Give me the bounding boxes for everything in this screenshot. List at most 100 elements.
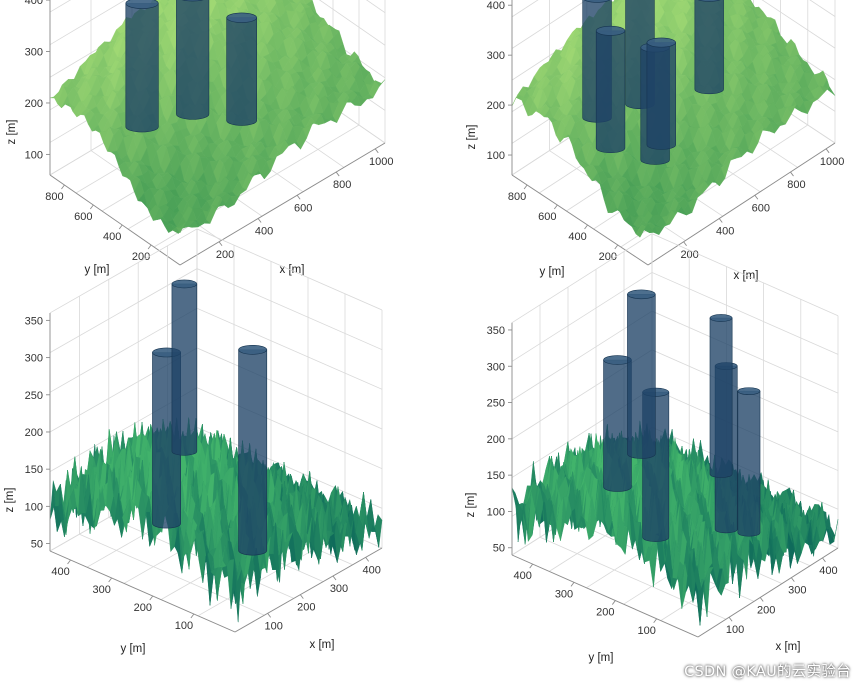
y-tick-mark xyxy=(67,559,71,565)
y-tick-label: 400 xyxy=(51,566,69,578)
x-tick-mark xyxy=(728,616,733,622)
obstacle-top xyxy=(627,289,656,300)
y-tick-label: 600 xyxy=(74,211,92,223)
x-tick-mark xyxy=(267,613,272,618)
x-tick-mark xyxy=(218,241,223,247)
x-axis-line xyxy=(179,142,386,266)
y-axis-line xyxy=(49,550,236,633)
obstacle-cylinder xyxy=(125,0,159,133)
terrain-surface xyxy=(49,0,386,234)
x-tick-label: 200 xyxy=(216,249,234,261)
y-tick-mark xyxy=(147,244,152,250)
chart-panel-1: 200 400 600 800 1000 200 400 600 800 100 200 300 400… xyxy=(6,0,393,276)
x-tick-label: 400 xyxy=(819,565,837,577)
x-tick-label: 800 xyxy=(787,179,805,191)
obstacle-body xyxy=(226,17,257,126)
y-axis-label: y [m] xyxy=(85,264,110,276)
y-tick-mark xyxy=(118,224,123,230)
x-tick-mark xyxy=(754,195,759,200)
back-wall-gridline xyxy=(511,310,839,401)
axes: 100 200 300 400 100 200 300 400 50 100 150 200 250 30… xyxy=(4,312,383,655)
obstacle-cylinder xyxy=(226,12,257,126)
x-tick-label: 800 xyxy=(333,179,351,191)
obstacle-cylinder xyxy=(694,0,724,95)
z-tick-label: 200 xyxy=(25,427,43,439)
x-tick-mark xyxy=(299,594,304,599)
obstacle-top xyxy=(238,344,268,355)
obstacle-cylinder xyxy=(603,355,632,492)
y-tick-mark xyxy=(108,577,113,583)
y-tick-mark xyxy=(190,613,195,619)
back-wall-gridline xyxy=(49,347,383,433)
obstacle-body xyxy=(603,359,632,492)
x-tick-label: 1000 xyxy=(820,156,844,168)
z-tick-label: 250 xyxy=(25,390,43,402)
obstacle-cylinder xyxy=(176,0,210,120)
x-tick-label: 400 xyxy=(716,226,734,238)
obstacle-group xyxy=(582,0,724,165)
back-wall-gridline xyxy=(49,0,386,46)
z-tick-label: 350 xyxy=(25,315,43,327)
z-tick-label: 400 xyxy=(487,0,505,12)
floor-gridline xyxy=(79,533,265,616)
z-tick-label: 50 xyxy=(493,543,505,555)
y-tick-label: 400 xyxy=(513,570,531,582)
z-tick-label: 400 xyxy=(25,0,43,7)
x-tick-label: 600 xyxy=(752,202,770,214)
x-tick-label: 1000 xyxy=(369,156,393,168)
x-tick-mark xyxy=(759,597,764,602)
x-tick-label: 400 xyxy=(255,226,273,238)
y-tick-label: 300 xyxy=(92,584,110,596)
x-tick-label: 200 xyxy=(680,249,698,261)
x-tick-label: 200 xyxy=(757,604,775,616)
y-axis-label: y [m] xyxy=(589,652,614,664)
x-axis-label: x [m] xyxy=(310,639,335,651)
y-tick-mark xyxy=(553,204,558,210)
y-tick-mark xyxy=(523,184,528,190)
y-tick-mark xyxy=(529,563,534,569)
obstacle-body xyxy=(125,3,159,133)
y-axis-line xyxy=(511,554,699,638)
x-axis-label: x [m] xyxy=(776,641,801,653)
obstacle-group xyxy=(152,279,268,556)
x-tick-mark xyxy=(790,577,795,582)
back-wall-gridline xyxy=(511,271,839,362)
y-tick-label: 200 xyxy=(596,607,614,619)
y-tick-label: 400 xyxy=(568,231,586,243)
x-tick-mark xyxy=(822,557,826,563)
y-tick-mark xyxy=(614,244,619,250)
z-tick-label: 300 xyxy=(25,47,43,59)
y-tick-label: 400 xyxy=(103,231,121,243)
obstacle-body xyxy=(176,0,210,120)
y-tick-label: 800 xyxy=(508,191,526,203)
x-tick-mark xyxy=(296,195,301,200)
floor-gridline xyxy=(539,536,727,620)
obstacle-top xyxy=(125,0,159,9)
x-axis-line xyxy=(697,547,839,638)
y-tick-label: 100 xyxy=(175,620,193,632)
obstacle-body xyxy=(737,390,761,537)
y-axis-label: y [m] xyxy=(540,266,565,278)
z-tick-label: 200 xyxy=(487,434,505,446)
x-axis-line xyxy=(234,547,383,633)
z-tick-label: 200 xyxy=(487,100,505,112)
obstacle-top xyxy=(737,387,761,396)
obstacle-body xyxy=(709,317,733,478)
obstacle-body xyxy=(694,0,724,95)
back-wall-gridline xyxy=(511,0,836,49)
y-tick-label: 300 xyxy=(555,588,573,600)
chart-panel-4: 100 200 300 400 100 200 300 400 50 100 150 200 250 30… xyxy=(465,233,839,664)
y-tick-label: 200 xyxy=(599,251,617,263)
z-tick-label: 300 xyxy=(487,50,505,62)
y-tick-mark xyxy=(611,600,616,605)
y-axis-line xyxy=(511,174,649,266)
obstacle-top xyxy=(181,0,204,2)
z-tick-label: 100 xyxy=(25,501,43,513)
z-tick-label: 200 xyxy=(25,98,43,110)
z-tick-label: 300 xyxy=(25,353,43,365)
obstacle-cylinder xyxy=(627,289,656,459)
y-tick-mark xyxy=(61,184,65,190)
y-tick-mark xyxy=(653,618,658,624)
z-axis-label: z [m] xyxy=(4,488,16,513)
